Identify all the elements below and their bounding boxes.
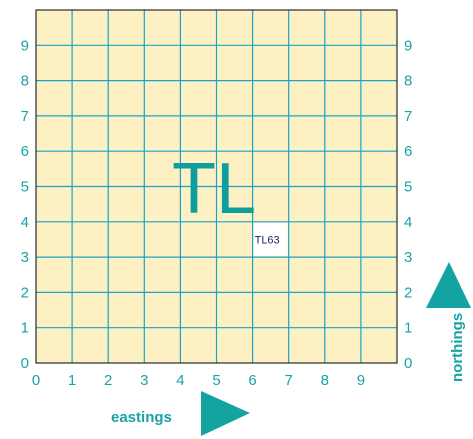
- easting-tick-label: 6: [248, 372, 256, 389]
- northing-tick-label: 2: [404, 284, 412, 301]
- northing-tick-label: 0: [21, 355, 29, 372]
- northing-tick-label: 2: [21, 284, 29, 301]
- northing-tick-label: 7: [21, 108, 29, 125]
- easting-tick-label: 8: [321, 372, 329, 389]
- easting-tick-label: 4: [176, 372, 184, 389]
- northings-tick-labels-left: 0 1 2 3 4 5 6 7 8 9: [21, 37, 29, 372]
- easting-tick-label: 2: [104, 372, 112, 389]
- triangle-up-icon: [426, 262, 471, 308]
- northing-tick-label: 1: [404, 320, 412, 337]
- northing-tick-label: 8: [404, 73, 412, 90]
- northings-label: northings: [449, 313, 466, 382]
- grid-lines: [36, 10, 397, 363]
- grid-square-letters: TL: [172, 149, 256, 229]
- northing-tick-label: 1: [21, 320, 29, 337]
- easting-tick-label: 7: [285, 372, 293, 389]
- northing-tick-label: 3: [404, 249, 412, 266]
- northing-tick-label: 8: [21, 73, 29, 90]
- grid-border: [35, 9, 398, 364]
- eastings-label: eastings: [111, 409, 172, 426]
- easting-tick-label: 9: [357, 372, 365, 389]
- northings-tick-labels-right: 0 1 2 3 4 5 6 7 8 9: [404, 37, 412, 372]
- northing-tick-label: 0: [404, 355, 412, 372]
- northing-tick-label: 5: [21, 179, 29, 196]
- triangle-right-icon: [201, 391, 250, 436]
- northing-tick-label: 4: [21, 214, 29, 231]
- northing-tick-label: 9: [21, 37, 29, 54]
- northing-tick-label: 6: [21, 143, 29, 160]
- northing-tick-label: 6: [404, 143, 412, 160]
- northing-tick-label: 4: [404, 214, 412, 231]
- reference-box: [253, 222, 288, 257]
- easting-tick-label: 1: [68, 372, 76, 389]
- northing-tick-label: 5: [404, 179, 412, 196]
- easting-tick-label: 3: [140, 372, 148, 389]
- northing-tick-label: 3: [21, 249, 29, 266]
- easting-tick-label: 5: [212, 372, 220, 389]
- easting-tick-label: 0: [32, 372, 40, 389]
- reference-label: TL63: [255, 234, 280, 246]
- northing-tick-label: 7: [404, 108, 412, 125]
- northing-tick-label: 9: [404, 37, 412, 54]
- eastings-tick-labels: 0 1 2 3 4 5 6 7 8 9: [32, 372, 365, 389]
